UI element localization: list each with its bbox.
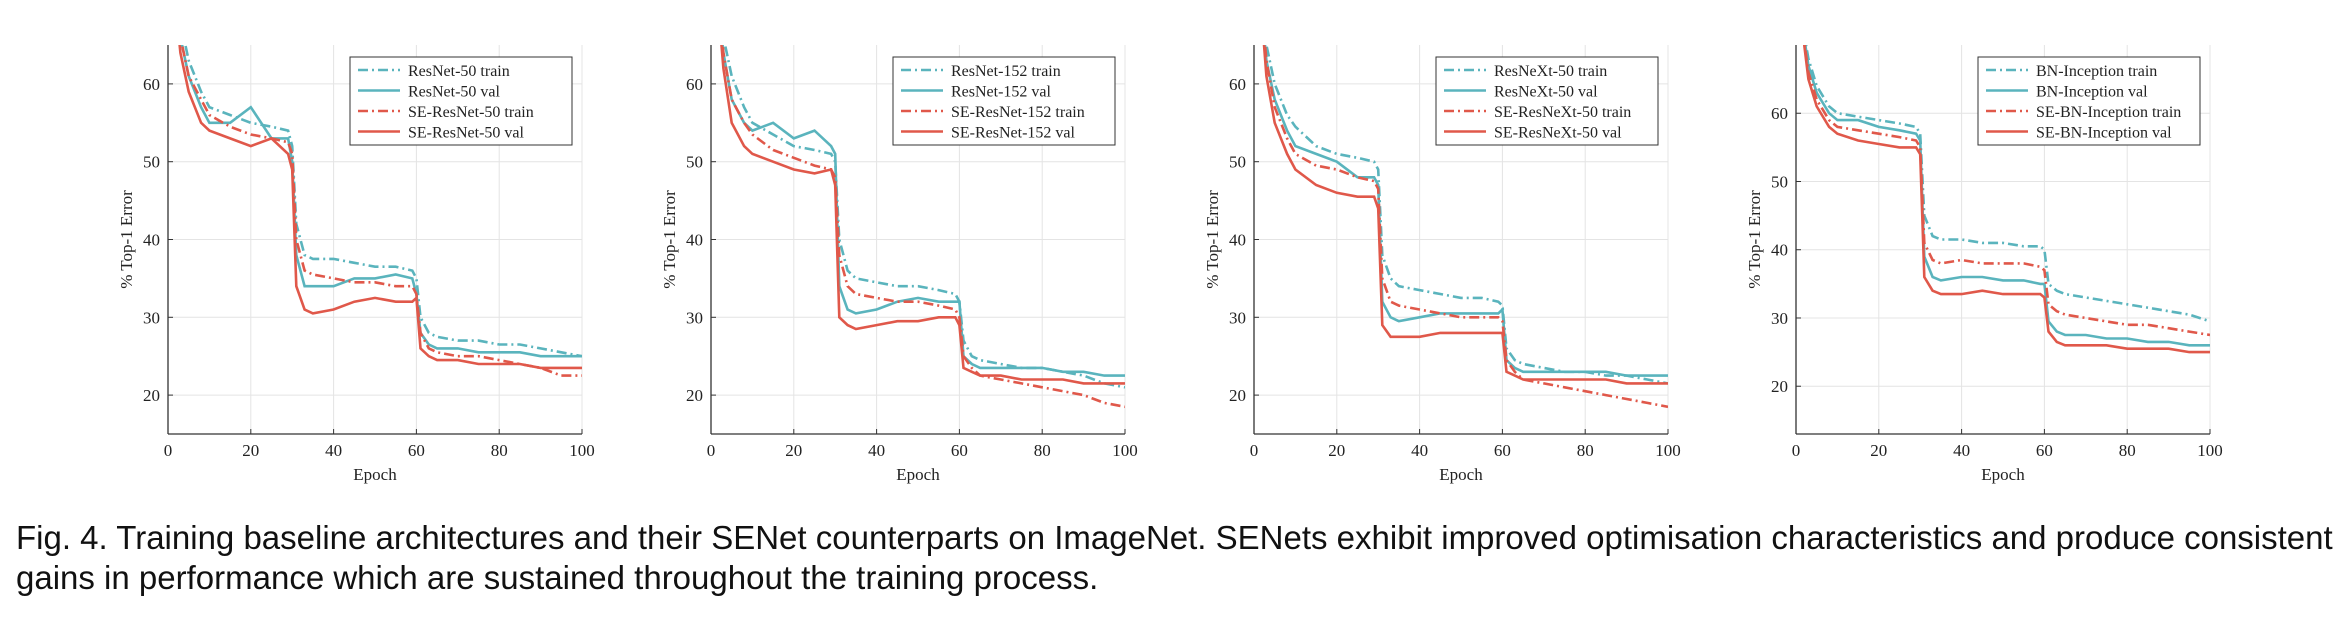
- y-tick-label: 30: [1229, 308, 1246, 327]
- series-line: [178, 45, 582, 370]
- y-tick-label: 60: [1229, 75, 1246, 94]
- legend-label: ResNeXt-50 val: [1494, 84, 1598, 101]
- y-axis-label: % Top-1 Error: [1745, 190, 1764, 289]
- y-tick-label: 50: [1771, 172, 1788, 191]
- x-tick-label: 40: [868, 441, 885, 460]
- legend-label: ResNet-50 train: [408, 63, 510, 80]
- chart: 0 20 40 60 80 100 20 30 40 50 60 Epoch % Top-1 Error…: [660, 45, 1138, 484]
- series-line: [721, 45, 1125, 377]
- series-line: [1803, 45, 2210, 337]
- series-line: [1802, 45, 2210, 354]
- caption: Fig. 4. Training baseline architectures …: [16, 519, 2333, 596]
- x-tick-label: 60: [2036, 441, 2053, 460]
- legend-label: BN-Inception val: [2036, 84, 2148, 101]
- y-tick-label: 40: [1771, 241, 1788, 260]
- series-line: [184, 45, 582, 358]
- y-tick-label: 60: [1771, 104, 1788, 123]
- legend-label: ResNet-152 train: [951, 63, 1061, 80]
- y-tick-label: 50: [143, 153, 160, 172]
- legend-label: ResNet-50 val: [408, 84, 501, 101]
- y-tick-label: 20: [143, 386, 160, 405]
- x-tick-label: 80: [2119, 441, 2136, 460]
- x-tick-label: 80: [1034, 441, 1051, 460]
- y-axis-label: % Top-1 Error: [660, 190, 679, 289]
- y-tick-label: 20: [686, 386, 703, 405]
- y-tick-label: 60: [686, 75, 703, 94]
- x-tick-label: 40: [325, 441, 342, 460]
- series-line: [721, 45, 1125, 409]
- series-line: [180, 45, 582, 358]
- y-tick-label: 20: [1771, 377, 1788, 396]
- y-tick-label: 40: [1229, 231, 1246, 250]
- x-axis-label: Epoch: [1439, 465, 1483, 484]
- legend-label: SE-ResNet-50 train: [408, 104, 534, 121]
- y-tick-label: 30: [1771, 309, 1788, 328]
- x-tick-label: 20: [1328, 441, 1345, 460]
- x-axis-label: Epoch: [1981, 465, 2025, 484]
- legend-label: SE-ResNeXt-50 train: [1494, 104, 1631, 121]
- x-tick-label: 60: [1494, 441, 1511, 460]
- x-tick-label: 100: [1112, 441, 1138, 460]
- x-tick-label: 100: [2197, 441, 2223, 460]
- y-tick-label: 30: [143, 308, 160, 327]
- series-line: [1803, 45, 2210, 347]
- x-tick-label: 40: [1953, 441, 1970, 460]
- chart: 0 20 40 60 80 100 20 30 40 50 60 Epoch % Top-1 Error…: [1203, 45, 1681, 484]
- y-tick-label: 50: [1229, 153, 1246, 172]
- series-line: [720, 45, 1125, 385]
- series-line: [1263, 45, 1668, 377]
- y-axis-label: % Top-1 Error: [117, 190, 136, 289]
- x-tick-label: 80: [491, 441, 508, 460]
- y-tick-label: 40: [143, 231, 160, 250]
- y-tick-label: 20: [1229, 386, 1246, 405]
- y-tick-label: 30: [686, 308, 703, 327]
- legend-label: BN-Inception train: [2036, 63, 2157, 80]
- series-line: [180, 45, 582, 377]
- x-tick-label: 60: [408, 441, 425, 460]
- x-tick-label: 40: [1411, 441, 1428, 460]
- series-line: [1804, 45, 2210, 323]
- chart: 0 20 40 60 80 100 20 30 40 50 60 Epoch % Top-1 Error…: [117, 45, 595, 484]
- legend-label: ResNet-152 val: [951, 84, 1052, 101]
- x-tick-label: 80: [1577, 441, 1594, 460]
- x-tick-label: 0: [164, 441, 173, 460]
- y-tick-label: 50: [686, 153, 703, 172]
- legend-label: SE-BN-Inception train: [2036, 104, 2181, 121]
- legend-label: SE-ResNet-50 val: [408, 125, 525, 142]
- legend-label: SE-ResNeXt-50 val: [1494, 125, 1622, 142]
- x-tick-label: 0: [707, 441, 716, 460]
- x-tick-label: 0: [1250, 441, 1259, 460]
- figure: 0 20 40 60 80 100 20 30 40 50 60 Epoch % Top-1 Error…: [117, 45, 2223, 484]
- legend-label: SE-BN-Inception val: [2036, 125, 2172, 142]
- legend-label: ResNeXt-50 train: [1494, 63, 1607, 80]
- series-line: [1262, 45, 1668, 385]
- series-line: [1263, 45, 1668, 409]
- y-tick-label: 60: [143, 75, 160, 94]
- x-tick-label: 20: [1870, 441, 1887, 460]
- x-axis-label: Epoch: [896, 465, 940, 484]
- chart: 0 20 40 60 80 100 20 30 40 50 60 Epoch % Top-1 Error…: [1745, 45, 2223, 484]
- y-axis-label: % Top-1 Error: [1203, 190, 1222, 289]
- x-tick-label: 60: [951, 441, 968, 460]
- x-tick-label: 0: [1792, 441, 1801, 460]
- x-axis-label: Epoch: [353, 465, 397, 484]
- x-tick-label: 100: [1655, 441, 1681, 460]
- legend-label: SE-ResNet-152 val: [951, 125, 1076, 142]
- x-tick-label: 100: [569, 441, 595, 460]
- y-tick-label: 40: [686, 231, 703, 250]
- legend-label: SE-ResNet-152 train: [951, 104, 1085, 121]
- x-tick-label: 20: [785, 441, 802, 460]
- x-tick-label: 20: [242, 441, 259, 460]
